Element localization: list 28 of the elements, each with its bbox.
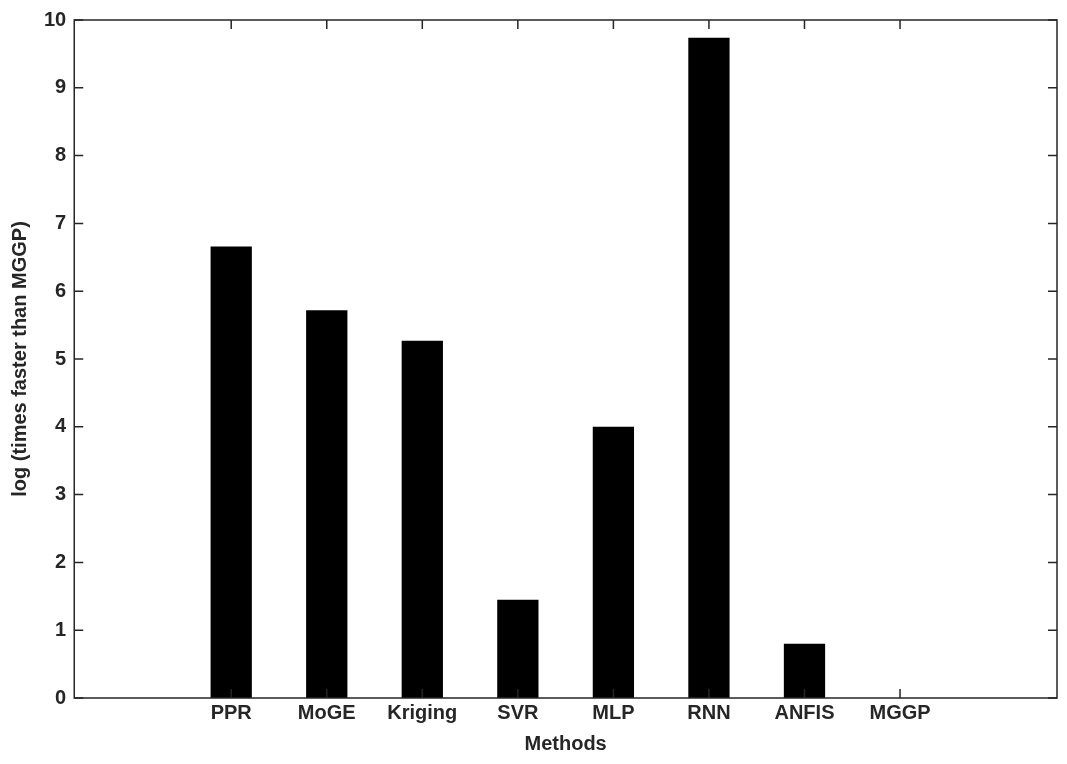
- bar: [210, 246, 252, 698]
- bar: [306, 310, 348, 698]
- bar: [497, 599, 539, 698]
- y-axis-title: log (times faster than MGGP): [7, 221, 30, 497]
- x-tick-label: SVR: [497, 700, 539, 723]
- y-tick-label: 8: [55, 143, 67, 166]
- y-tick-label: 0: [55, 685, 67, 708]
- bar: [783, 643, 826, 698]
- x-tick-label: MLP: [592, 700, 635, 723]
- y-tick-label: 7: [55, 210, 67, 233]
- y-tick-label: 2: [55, 549, 67, 572]
- y-tick-label: 9: [55, 75, 67, 98]
- x-tick-label: RNN: [687, 700, 731, 723]
- y-tick-label: 6: [55, 278, 67, 301]
- x-tick-label: ANFIS: [774, 700, 835, 723]
- x-tick-label: MoGE: [297, 700, 356, 723]
- y-tick-label: 1: [55, 617, 67, 640]
- x-tick-label: Kriging: [387, 700, 458, 723]
- y-tick-label: 4: [55, 414, 68, 437]
- x-axis-title: Methods: [524, 731, 607, 754]
- y-tick-label: 3: [55, 482, 67, 505]
- x-tick-label: PPR: [210, 700, 253, 723]
- bar: [688, 37, 730, 698]
- x-tick-label: MGGP: [869, 700, 931, 723]
- y-tick-label: 5: [55, 346, 67, 369]
- bar: [401, 340, 443, 698]
- bar: [592, 426, 635, 698]
- y-tick-label: 10: [44, 7, 67, 30]
